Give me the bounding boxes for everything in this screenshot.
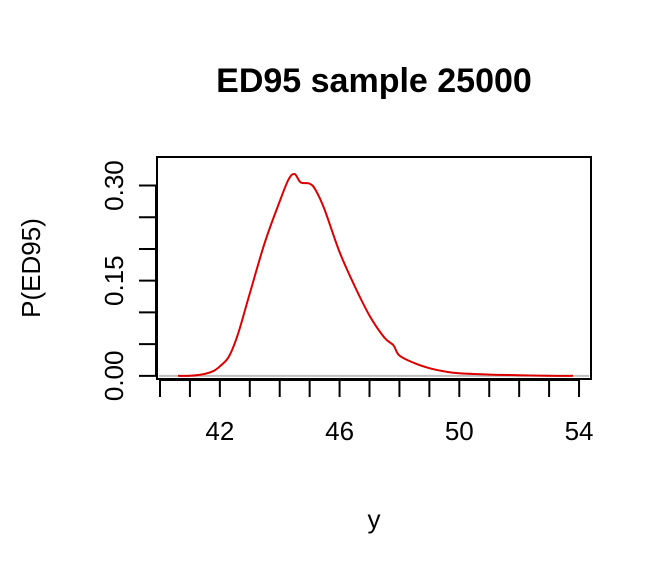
x-tick-label: 54 (565, 416, 594, 446)
plot-frame (156, 156, 592, 380)
y-axis: 0.00 0.15 0.30 (99, 160, 157, 402)
x-tick-label: 46 (325, 416, 354, 446)
y-tick-label: 0.30 (99, 160, 129, 211)
x-axis: 42 46 50 54 (158, 379, 594, 446)
y-axis-label: P(ED95) (16, 218, 46, 318)
x-tick-label: 50 (445, 416, 474, 446)
x-tick-label: 42 (205, 416, 234, 446)
y-tick-label: 0.00 (99, 351, 129, 402)
x-axis-label: y (368, 504, 381, 534)
density-line (177, 172, 574, 377)
y-tick-label: 0.15 (99, 255, 129, 306)
chart-title: ED95 sample 25000 (216, 62, 532, 100)
